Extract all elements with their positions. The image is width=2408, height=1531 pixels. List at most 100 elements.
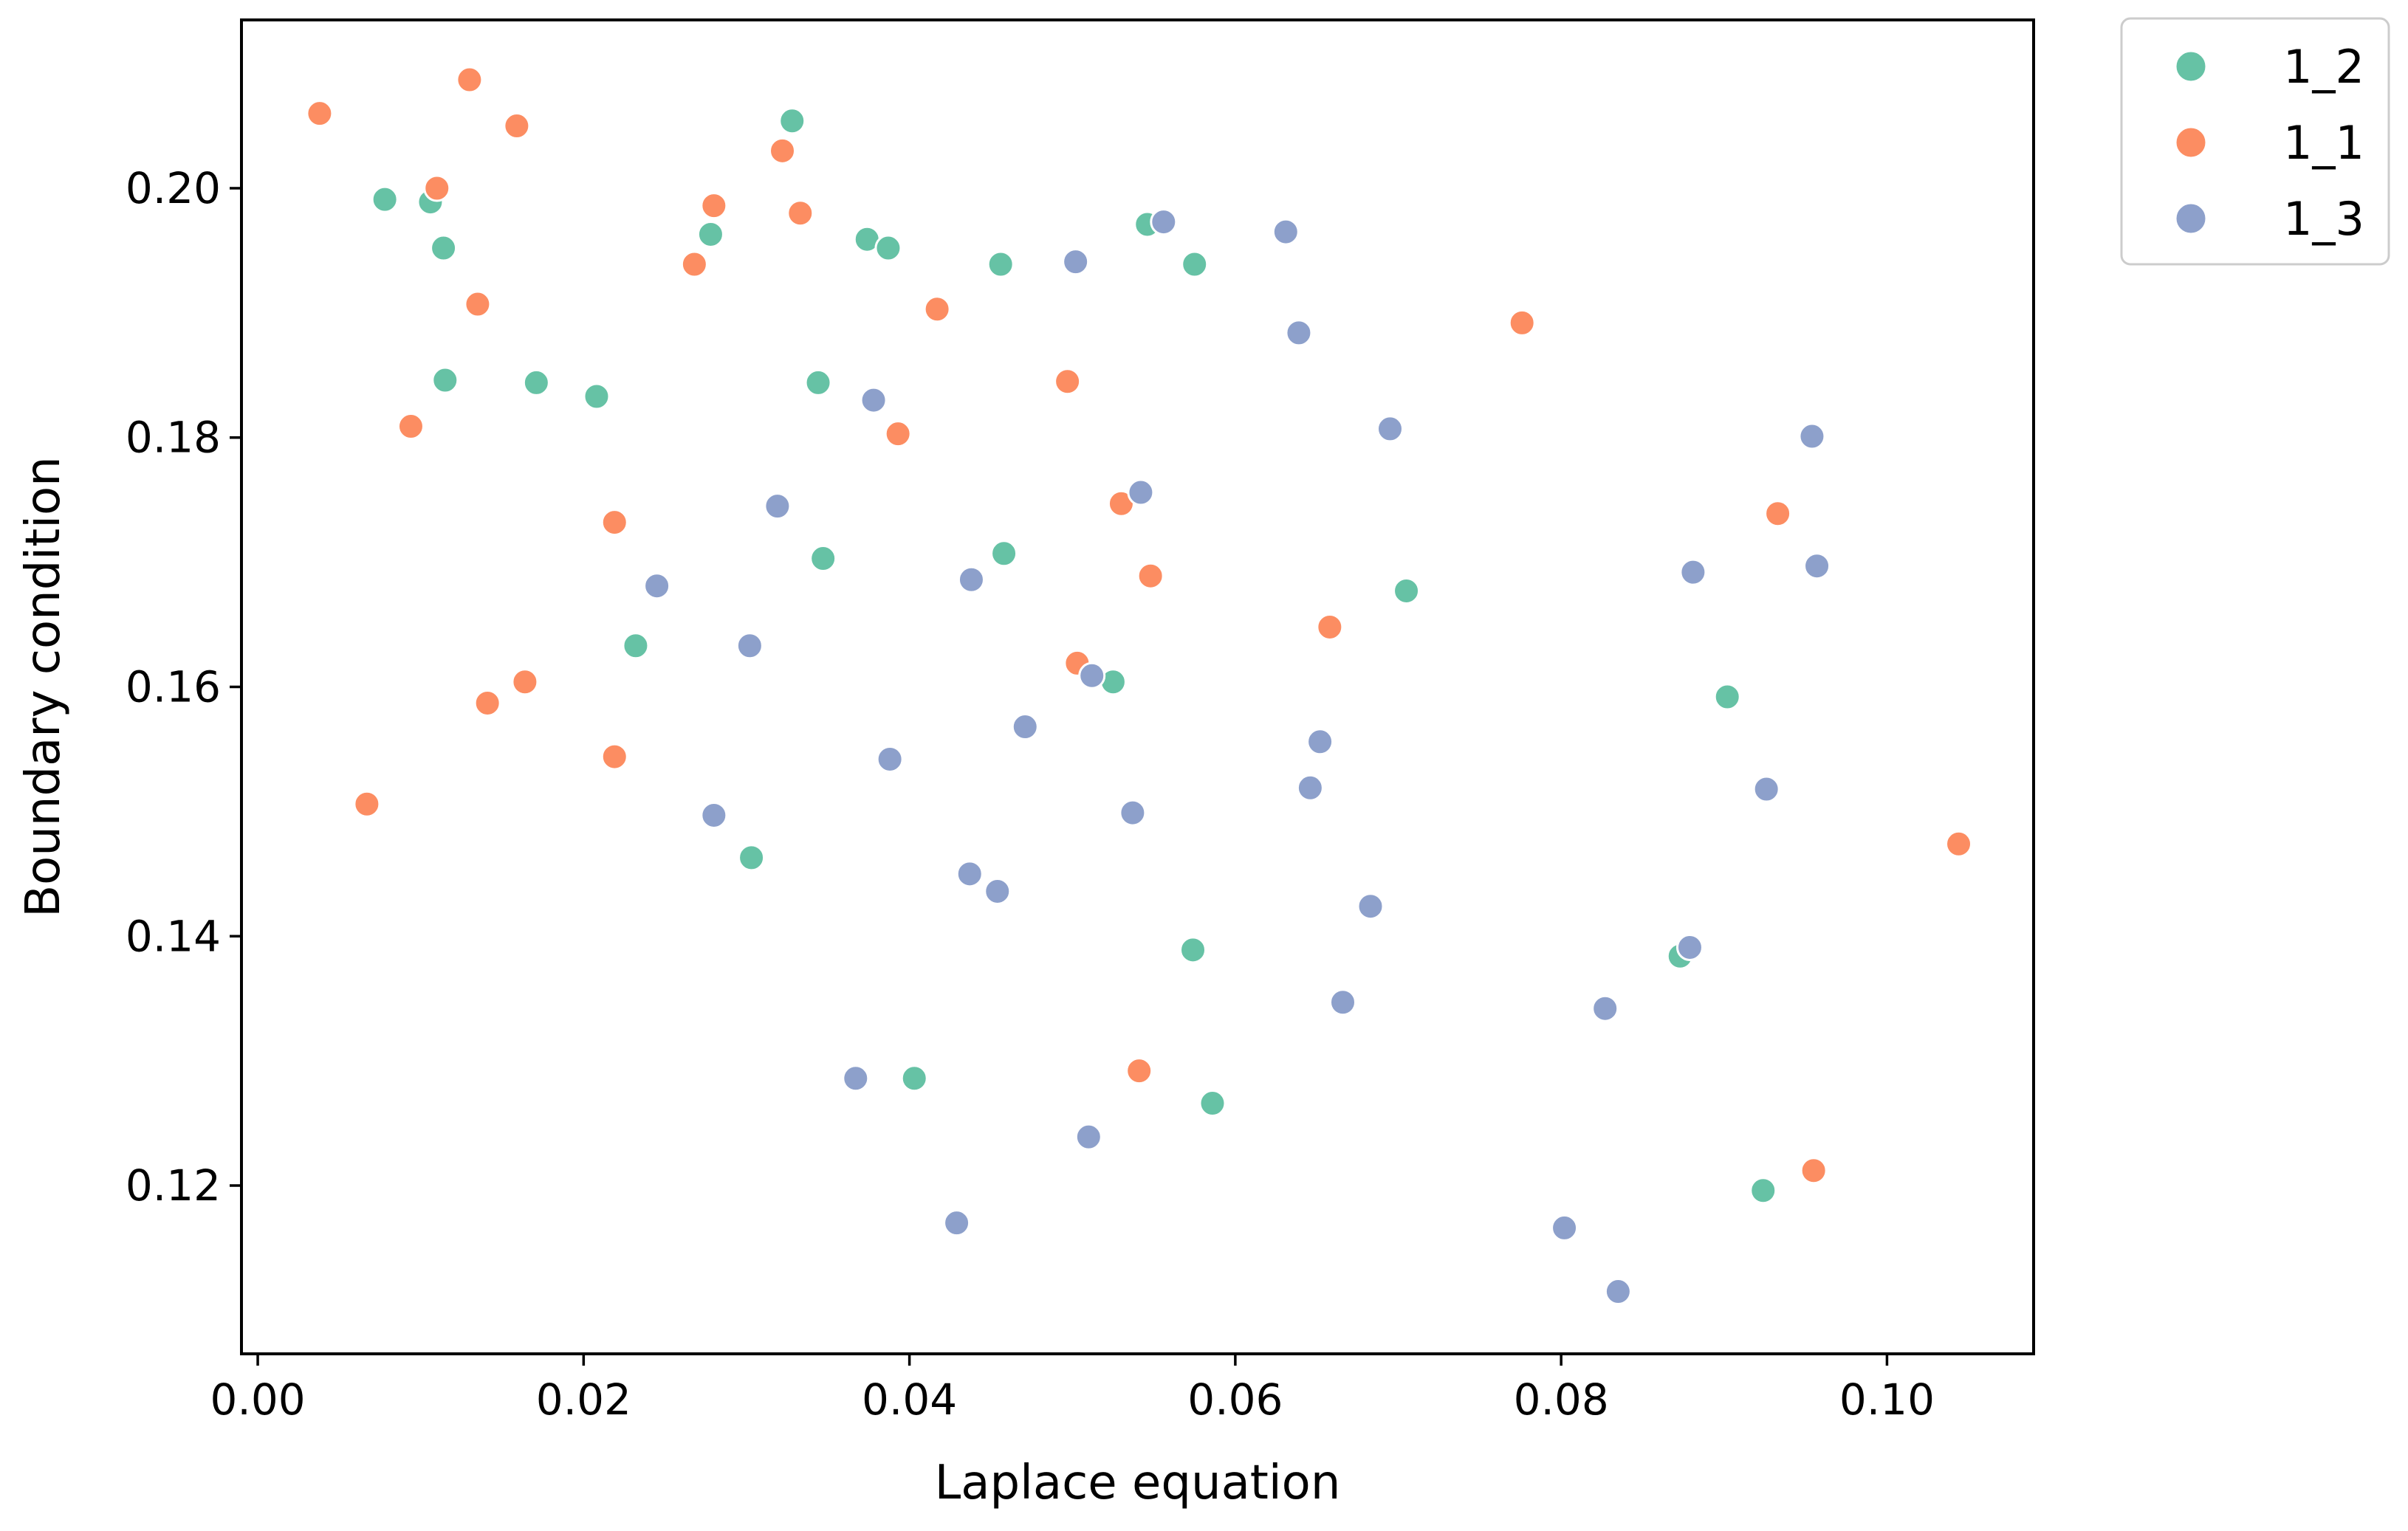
data-point-1-3 xyxy=(1675,933,1704,961)
data-point-1-3 xyxy=(1127,478,1155,506)
data-point-1-3 xyxy=(1551,1214,1579,1242)
data-point-1-1 xyxy=(1800,1157,1828,1185)
x-tick-label: 0.08 xyxy=(1514,1375,1609,1425)
data-points xyxy=(306,66,1973,1306)
legend: 1_2 1_1 1_3 xyxy=(2120,17,2390,266)
data-point-1-3 xyxy=(1752,775,1780,803)
data-point-1-3 xyxy=(1591,994,1619,1022)
data-point-1-3 xyxy=(1679,558,1707,586)
data-point-1-2 xyxy=(804,368,832,396)
legend-marker xyxy=(2174,202,2208,235)
data-point-1-3 xyxy=(1306,728,1334,756)
data-point-1-2 xyxy=(583,382,611,410)
data-point-1-1 xyxy=(511,668,539,696)
data-point-1-2 xyxy=(371,185,399,213)
data-point-1-2 xyxy=(431,366,459,394)
data-point-1-3 xyxy=(643,572,671,600)
data-point-1-1 xyxy=(456,66,484,94)
data-point-1-2 xyxy=(778,107,806,135)
data-point-1-3 xyxy=(957,565,985,594)
legend-marker xyxy=(2174,49,2208,83)
data-point-1-3 xyxy=(1376,415,1404,443)
data-point-1-3 xyxy=(700,801,728,829)
data-point-1-2 xyxy=(696,220,724,248)
data-point-1-3 xyxy=(876,745,904,773)
data-point-1-1 xyxy=(600,743,628,771)
data-point-1-1 xyxy=(473,689,501,717)
data-point-1-1 xyxy=(1136,562,1164,590)
x-tick-label: 0.06 xyxy=(1187,1375,1283,1425)
data-point-1-3 xyxy=(1604,1278,1632,1306)
legend-label: 1_1 xyxy=(2283,116,2364,170)
data-point-1-2 xyxy=(738,844,766,872)
data-point-1-2 xyxy=(987,250,1015,278)
y-tick-label: 0.20 xyxy=(126,163,221,213)
data-point-1-3 xyxy=(1074,1123,1102,1151)
data-point-1-2 xyxy=(1749,1177,1777,1205)
data-point-1-2 xyxy=(1198,1090,1227,1118)
data-point-1-2 xyxy=(522,368,550,396)
data-point-1-3 xyxy=(1150,208,1178,236)
x-tick-label: 0.10 xyxy=(1839,1375,1935,1425)
data-point-1-2 xyxy=(1181,250,1209,278)
data-point-1-1 xyxy=(503,112,531,140)
data-point-1-2 xyxy=(809,545,837,573)
data-point-1-2 xyxy=(1393,577,1421,605)
y-tick-label: 0.12 xyxy=(126,1160,221,1211)
data-point-1-3 xyxy=(1078,661,1106,689)
data-point-1-3 xyxy=(1803,552,1831,580)
data-point-1-1 xyxy=(1054,368,1082,396)
data-point-1-3 xyxy=(1119,799,1147,827)
data-point-1-1 xyxy=(884,420,912,448)
y-axis: 0.12 0.14 0.16 0.18 0.20 xyxy=(126,163,241,1211)
x-tick-label: 0.00 xyxy=(210,1375,305,1425)
y-axis-label: Boundary condition xyxy=(16,456,71,917)
data-point-1-3 xyxy=(956,860,984,888)
data-point-1-1 xyxy=(1945,830,1973,858)
data-point-1-2 xyxy=(990,540,1018,568)
data-point-1-3 xyxy=(1296,774,1324,802)
data-point-1-3 xyxy=(1329,988,1357,1016)
data-point-1-3 xyxy=(984,877,1012,905)
data-point-1-1 xyxy=(680,250,708,278)
data-point-1-3 xyxy=(735,632,764,660)
data-point-1-3 xyxy=(1062,248,1090,276)
data-point-1-3 xyxy=(842,1064,870,1093)
data-point-1-3 xyxy=(1798,422,1826,450)
data-point-1-3 xyxy=(764,492,792,520)
data-point-1-1 xyxy=(769,137,797,165)
data-point-1-1 xyxy=(423,174,451,202)
y-tick-label: 0.14 xyxy=(126,911,221,961)
data-point-1-1 xyxy=(786,199,814,227)
data-point-1-1 xyxy=(353,790,381,818)
data-point-1-3 xyxy=(860,386,888,414)
data-point-1-1 xyxy=(397,413,425,441)
data-point-1-2 xyxy=(1713,683,1741,711)
data-point-1-1 xyxy=(1508,309,1536,337)
data-point-1-2 xyxy=(900,1064,928,1093)
data-point-1-2 xyxy=(874,234,902,262)
data-point-1-3 xyxy=(1285,319,1313,347)
y-tick-label: 0.16 xyxy=(126,662,221,712)
data-point-1-1 xyxy=(1125,1057,1153,1085)
data-point-1-1 xyxy=(600,509,628,537)
data-point-1-2 xyxy=(430,234,458,262)
legend-label: 1_3 xyxy=(2283,192,2364,246)
data-point-1-1 xyxy=(464,290,492,318)
x-tick-label: 0.02 xyxy=(536,1375,631,1425)
x-tick-label: 0.04 xyxy=(862,1375,957,1425)
legend-label: 1_2 xyxy=(2283,40,2364,94)
legend-marker xyxy=(2174,125,2208,159)
data-point-1-3 xyxy=(1272,218,1300,246)
data-point-1-1 xyxy=(700,192,728,220)
data-point-1-2 xyxy=(622,632,650,660)
data-point-1-3 xyxy=(1011,713,1039,741)
data-point-1-1 xyxy=(1764,500,1792,528)
data-point-1-1 xyxy=(923,295,951,323)
data-point-1-1 xyxy=(306,100,334,128)
data-point-1-1 xyxy=(1316,613,1344,641)
data-point-1-3 xyxy=(943,1209,971,1237)
data-point-1-2 xyxy=(1179,936,1207,964)
